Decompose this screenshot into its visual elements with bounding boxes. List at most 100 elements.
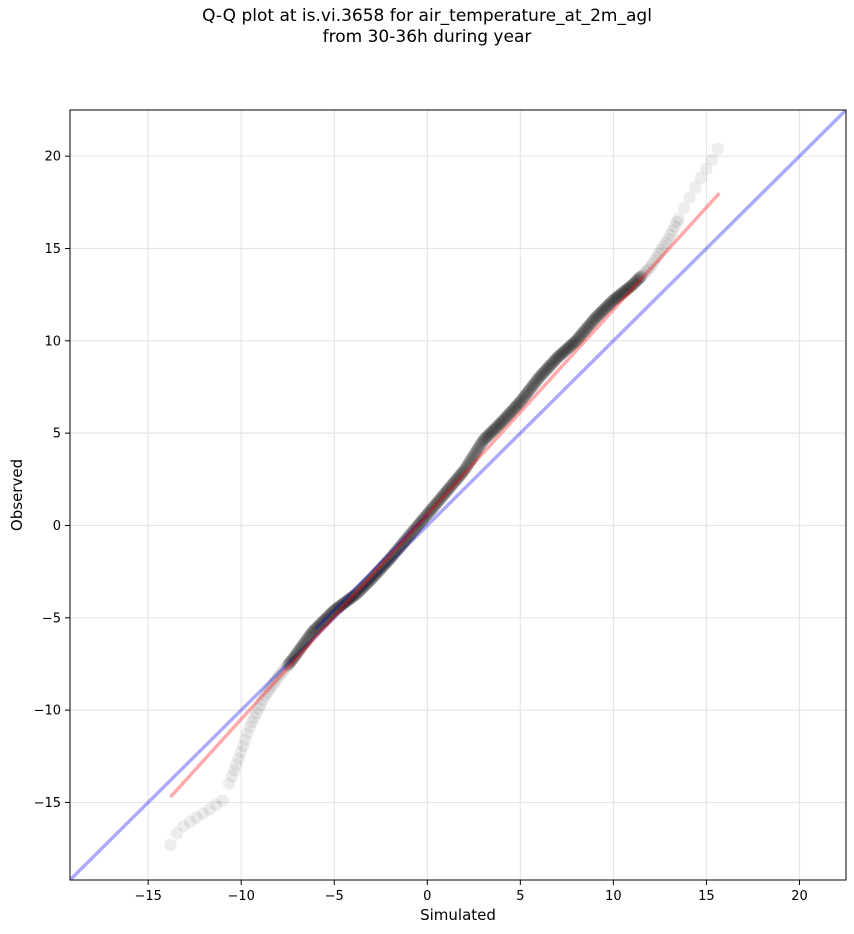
quantile-point (616, 286, 629, 300)
quantile-point (585, 315, 599, 329)
quantile-point (454, 468, 467, 481)
quantile-point (400, 532, 414, 545)
quantile-point (482, 428, 495, 442)
quantile-point (216, 794, 229, 807)
quantile-point (364, 573, 377, 587)
quantile-point (705, 153, 719, 167)
quantile-point (256, 693, 270, 706)
quantile-point (574, 329, 588, 342)
quantile-point (227, 764, 241, 777)
quantile-point (360, 577, 374, 590)
quantile-point (610, 291, 624, 304)
quantile-point (328, 604, 341, 617)
quantile-point (594, 306, 607, 320)
quantile-point (432, 494, 445, 508)
quantile-point (531, 372, 545, 386)
quantile-point (348, 588, 361, 602)
quantile-point (209, 798, 223, 812)
quantile-point (324, 607, 337, 621)
quantile-point (469, 446, 482, 459)
quantile-point (319, 612, 333, 625)
quantile-point (286, 653, 299, 666)
quantile-point (587, 313, 601, 326)
quantile-points (164, 142, 724, 852)
quantile-point (425, 502, 439, 516)
quantile-point (523, 383, 536, 396)
quantile-point (230, 758, 243, 771)
quantile-point (609, 291, 623, 305)
quantile-point (595, 305, 608, 319)
quantile-point (177, 819, 190, 833)
quantile-point (589, 311, 602, 324)
quantile-point (382, 554, 395, 567)
quantile-point (428, 499, 441, 512)
quantile-point (259, 689, 272, 702)
quantile-point (501, 409, 514, 423)
axis-ticks: −15 −10 −5 0 5 10 15 20 −15 −10 −5 0 5 10 15 20 (34, 150, 808, 904)
quantile-point (414, 515, 427, 529)
quantile-point (373, 563, 387, 577)
quantile-point (297, 637, 310, 651)
quantile-point (288, 649, 302, 663)
quantile-point (623, 281, 636, 294)
quantile-point (461, 459, 474, 472)
quantile-point (393, 541, 406, 554)
quantile-point (444, 480, 457, 493)
quantile-point (556, 347, 569, 360)
quantile-point (366, 571, 379, 585)
quantile-point (361, 576, 374, 589)
quantile-point (456, 466, 469, 479)
quantile-point (413, 517, 427, 530)
quantile-point (363, 574, 376, 588)
quantile-point (411, 519, 425, 532)
quantile-point (631, 273, 644, 287)
quantile-point (301, 631, 315, 644)
quantile-point (508, 401, 521, 415)
quantile-point (620, 283, 633, 297)
quantile-point (499, 411, 512, 425)
quantile-point (372, 564, 386, 578)
quantile-point (434, 492, 447, 506)
quantile-point (575, 327, 588, 341)
quantile-point (370, 566, 384, 580)
quantile-point (515, 394, 528, 407)
quantile-point (420, 509, 433, 522)
quantile-point (203, 803, 216, 816)
quantile-point (225, 770, 239, 783)
quantile-point (506, 403, 520, 417)
quantile-point (376, 560, 389, 574)
quantile-point (380, 556, 393, 569)
quantile-point (288, 650, 301, 664)
quantile-point (518, 389, 532, 402)
quantile-point (309, 622, 322, 636)
quantile-point (520, 387, 534, 400)
quantile-point (302, 630, 316, 643)
quantile-point (327, 605, 340, 618)
quantile-point (458, 463, 471, 477)
quantile-point (591, 309, 604, 323)
quantile-point (465, 452, 479, 465)
quantile-point (250, 706, 263, 720)
quantile-point (330, 602, 344, 615)
quantile-point (368, 568, 382, 582)
quantile-point (409, 521, 423, 534)
quantile-point (566, 337, 579, 351)
quantile-point (395, 538, 409, 551)
quantile-point (386, 549, 400, 562)
quantile-point (270, 673, 283, 686)
quantile-point (333, 600, 347, 613)
quantile-point (164, 838, 177, 852)
quantile-point (430, 497, 443, 510)
y-tick-label: 10 (44, 334, 61, 349)
quantile-point (418, 511, 431, 524)
quantile-point (496, 414, 509, 428)
quantile-point (597, 303, 611, 316)
quantile-point (617, 285, 630, 299)
quantile-point (355, 582, 368, 596)
quantile-point (619, 284, 632, 297)
quantile-point (404, 528, 417, 541)
quantile-point (351, 586, 364, 600)
quantile-point (549, 353, 562, 366)
quantile-point (517, 390, 531, 404)
quantile-point (463, 455, 477, 468)
